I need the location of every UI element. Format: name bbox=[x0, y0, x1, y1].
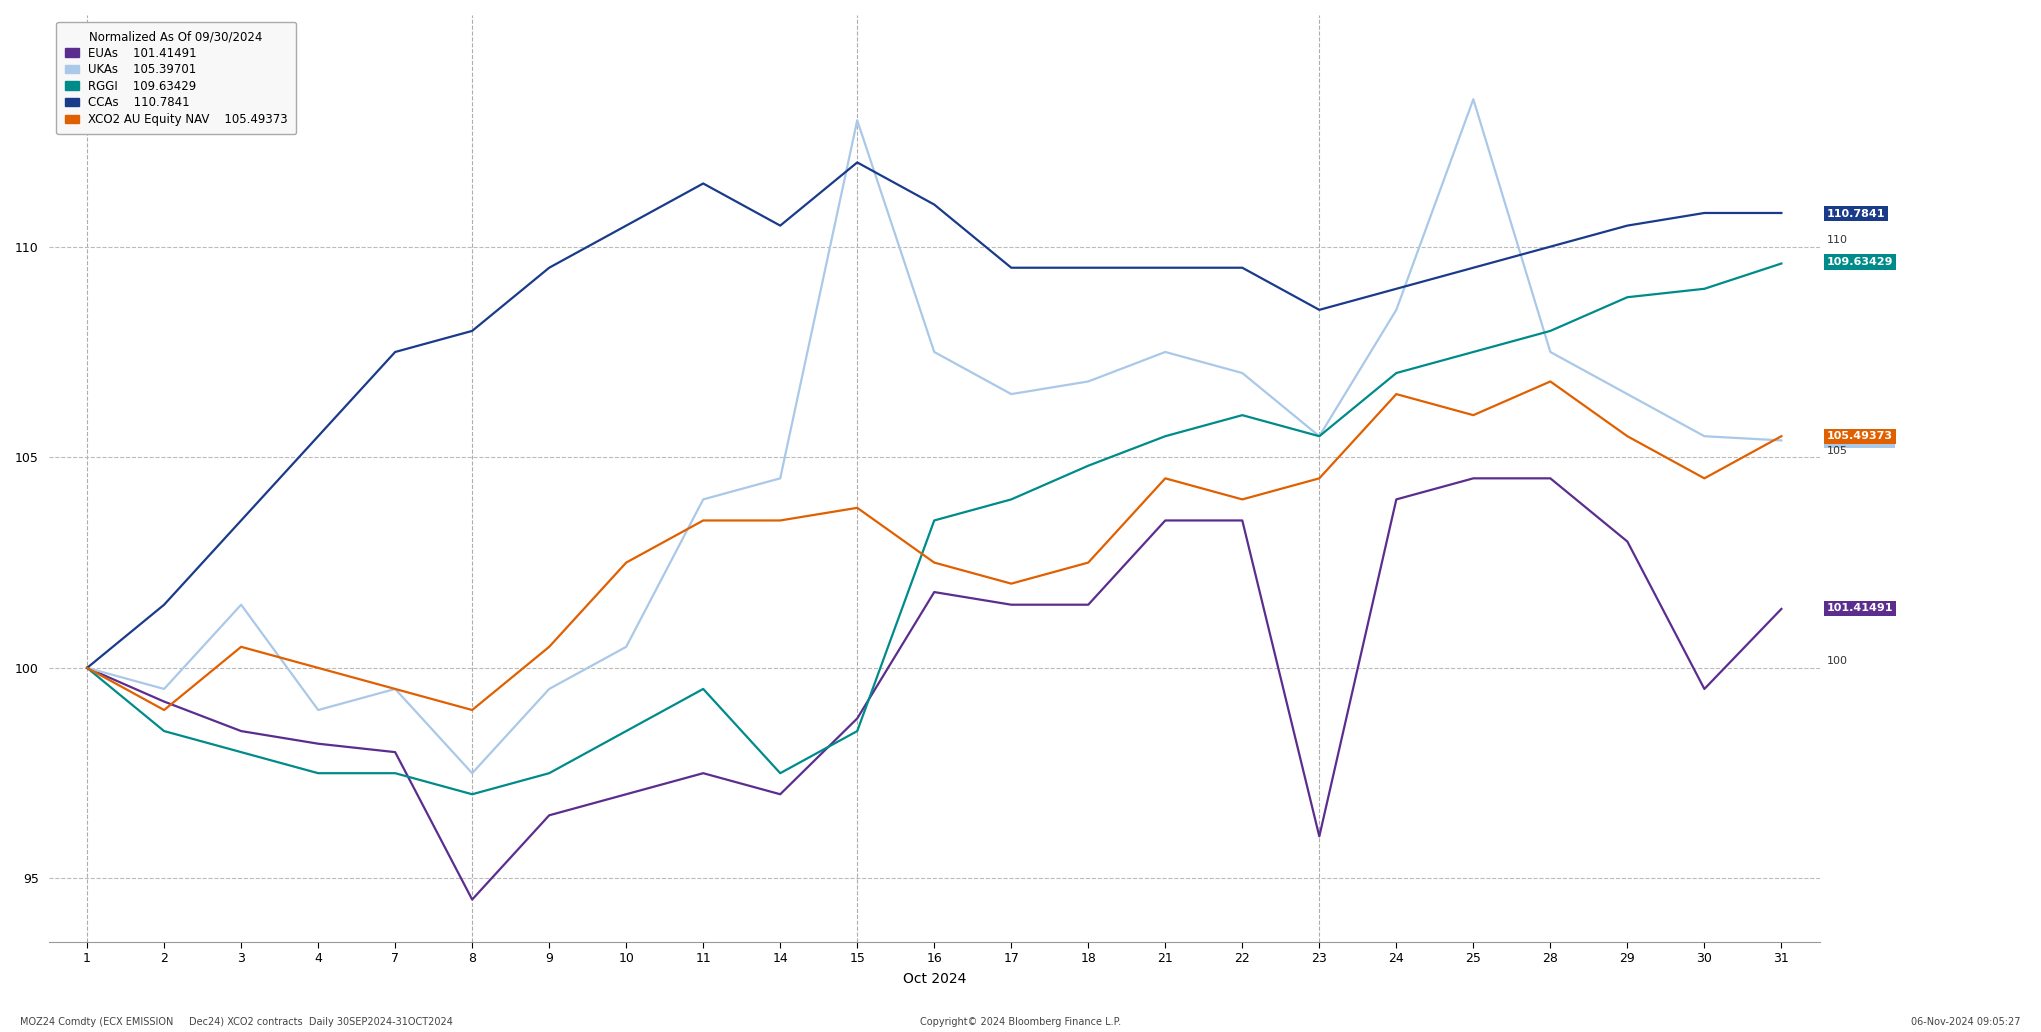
Text: 105.49373: 105.49373 bbox=[1827, 431, 1892, 442]
Text: 110: 110 bbox=[1827, 235, 1847, 246]
Text: 109.63429: 109.63429 bbox=[1827, 257, 1894, 267]
Text: 105.39701: 105.39701 bbox=[1827, 436, 1892, 446]
Text: MOZ24 Comdty (ECX EMISSION     Dec24) XCO2 contracts  Daily 30SEP2024-31OCT2024: MOZ24 Comdty (ECX EMISSION Dec24) XCO2 c… bbox=[20, 1017, 453, 1027]
Text: 105: 105 bbox=[1827, 446, 1847, 456]
X-axis label: Oct 2024: Oct 2024 bbox=[902, 972, 965, 986]
Text: Copyright© 2024 Bloomberg Finance L.P.: Copyright© 2024 Bloomberg Finance L.P. bbox=[920, 1017, 1121, 1027]
Text: 101.41491: 101.41491 bbox=[1827, 604, 1894, 613]
Legend: EUAs    101.41491, UKAs    105.39701, RGGI    109.63429, CCAs    110.7841, XCO2 : EUAs 101.41491, UKAs 105.39701, RGGI 109… bbox=[57, 22, 296, 134]
Text: 06-Nov-2024 09:05:27: 06-Nov-2024 09:05:27 bbox=[1910, 1017, 2021, 1027]
Text: 100: 100 bbox=[1827, 656, 1847, 667]
Text: 110.7841: 110.7841 bbox=[1827, 208, 1886, 219]
